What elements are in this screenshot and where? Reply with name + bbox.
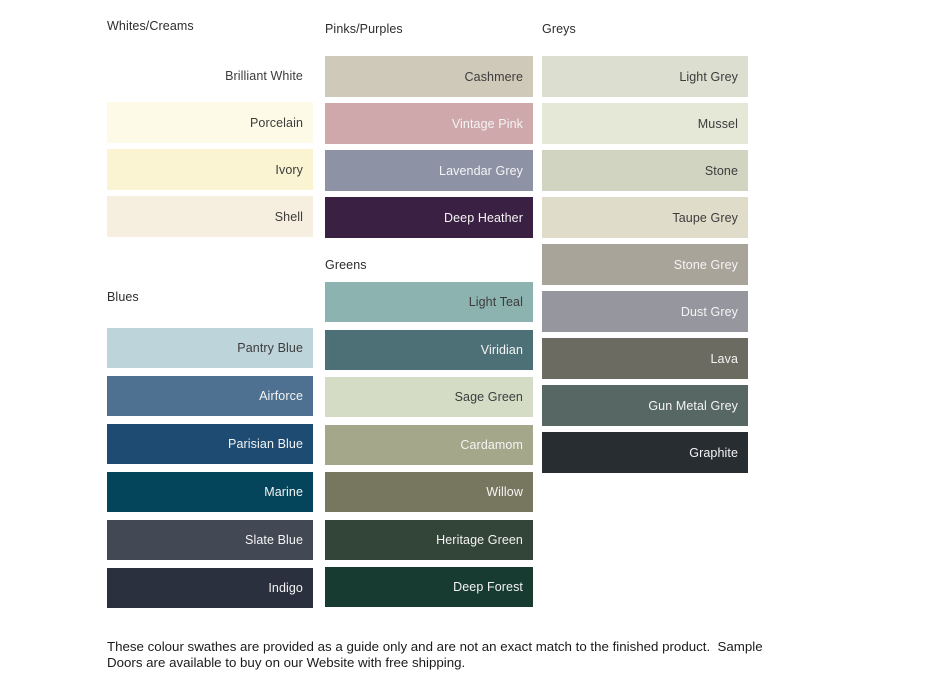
color-swatch: Willow — [325, 472, 533, 512]
swatch-label: Graphite — [689, 445, 738, 460]
swatch-label: Mussel — [697, 116, 738, 131]
swatch-label: Stone Grey — [673, 257, 738, 272]
swatch-list-greens: Light Teal Viridian Sage Green Cardamom … — [325, 282, 533, 607]
color-swatch: Light Teal — [325, 282, 533, 322]
section-blues: Blues Pantry Blue Airforce Parisian Blue… — [107, 290, 313, 616]
swatch-list-blues: Pantry Blue Airforce Parisian Blue Marin… — [107, 328, 313, 608]
color-swatch: Indigo — [107, 568, 313, 608]
color-swatch: Parisian Blue — [107, 424, 313, 464]
swatch-label: Deep Forest — [453, 580, 523, 594]
swatch-label: Heritage Green — [436, 532, 523, 547]
swatch-label: Airforce — [259, 389, 303, 403]
color-swatch: Heritage Green — [325, 519, 533, 560]
swatch-list-whites-creams: Brilliant White Porcelain Ivory Shell — [107, 55, 313, 237]
color-swatch: Cashmere — [325, 56, 533, 97]
swatch-label: Marine — [264, 485, 303, 499]
swatch-label: Lava — [710, 351, 738, 366]
swatch-list-pinks-purples: Cashmere Vintage Pink Lavendar Grey Deep… — [325, 56, 533, 238]
color-swatch: Pantry Blue — [107, 328, 313, 368]
color-swatch: Graphite — [542, 432, 748, 473]
swatch-label: Shell — [274, 209, 303, 224]
section-title-greens: Greens — [325, 258, 367, 272]
swatch-list-greys: Light Grey Mussel Stone Taupe Grey Stone… — [542, 56, 748, 473]
color-swatch: Brilliant White — [107, 55, 313, 96]
swatch-label: Porcelain — [249, 115, 303, 130]
color-swatch: Stone — [542, 150, 748, 191]
swatch-label: Sage Green — [454, 390, 523, 404]
color-swatch: Stone Grey — [542, 244, 748, 285]
swatch-label: Indigo — [268, 581, 303, 595]
color-swatch: Porcelain — [107, 102, 313, 143]
disclaimer-text: These colour swathes are provided as a g… — [107, 639, 763, 670]
color-swatch: Deep Heather — [325, 197, 533, 238]
color-swatch: Dust Grey — [542, 291, 748, 332]
section-pinks-purples: Pinks/Purples Cashmere Vintage Pink Lave… — [325, 22, 533, 244]
color-swatch: Lava — [542, 338, 748, 379]
color-swatch: Gun Metal Grey — [542, 385, 748, 426]
section-whites-creams: Whites/Creams Brilliant White Porcelain … — [107, 19, 313, 243]
color-swatch: Sage Green — [325, 377, 533, 417]
swatch-label: Brilliant White — [225, 68, 303, 83]
color-swatch: Ivory — [107, 149, 313, 190]
color-swatch: Cardamom — [325, 424, 533, 465]
color-swatch: Shell — [107, 196, 313, 237]
color-swatch: Slate Blue — [107, 520, 313, 560]
swatch-label: Stone — [704, 163, 738, 178]
color-swatch: Lavendar Grey — [325, 150, 533, 191]
disclaimer-line-1: These colour swathes are provided as a g… — [107, 639, 763, 654]
disclaimer-line-2: Doors are available to buy on our Websit… — [107, 654, 466, 670]
section-greens: Greens Light Teal Viridian Sage Green Ca… — [325, 258, 533, 615]
swatch-label: Ivory — [275, 162, 303, 177]
swatch-label: Taupe Grey — [672, 210, 738, 225]
color-swatch: Mussel — [542, 103, 748, 144]
color-swatch: Airforce — [107, 376, 313, 416]
swatch-label: Willow — [486, 485, 523, 499]
color-swatch: Vintage Pink — [325, 103, 533, 144]
swatch-label: Slate Blue — [245, 533, 303, 547]
swatch-label: Cardamom — [460, 437, 523, 452]
section-title-whites-creams: Whites/Creams — [107, 19, 194, 33]
section-greys: Greys Light Grey Mussel Stone Taupe Grey… — [542, 22, 748, 479]
swatch-label: Lavendar Grey — [439, 163, 523, 178]
color-swatch: Taupe Grey — [542, 197, 748, 238]
section-title-pinks-purples: Pinks/Purples — [325, 22, 403, 36]
swatch-label: Light Teal — [468, 295, 523, 309]
swatch-label: Light Grey — [679, 69, 738, 84]
swatch-label: Dust Grey — [680, 304, 738, 319]
swatch-label: Vintage Pink — [451, 116, 523, 131]
color-swatch: Marine — [107, 472, 313, 512]
color-swatch: Viridian — [325, 329, 533, 370]
swatch-label: Deep Heather — [443, 210, 523, 225]
swatch-label: Gun Metal Grey — [648, 398, 738, 413]
color-swatch: Deep Forest — [325, 567, 533, 607]
section-title-greys: Greys — [542, 22, 576, 36]
color-swatch: Light Grey — [542, 56, 748, 97]
swatch-label: Viridian — [480, 342, 523, 357]
swatch-label: Pantry Blue — [237, 341, 303, 355]
swatch-label: Parisian Blue — [228, 437, 303, 451]
section-title-blues: Blues — [107, 290, 139, 304]
swatch-label: Cashmere — [464, 69, 523, 84]
